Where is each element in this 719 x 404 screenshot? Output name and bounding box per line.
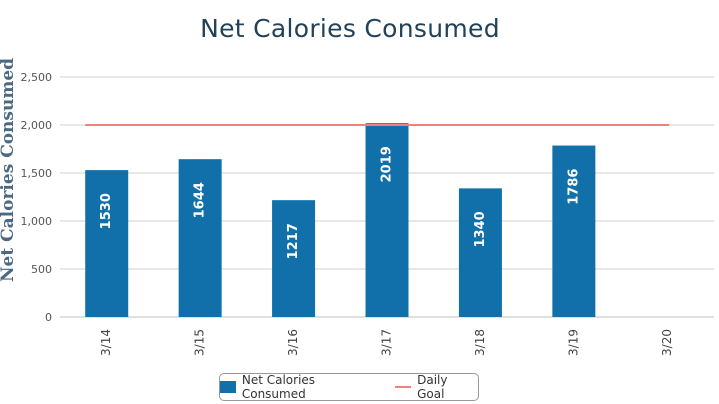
data-label: 1217 bbox=[286, 223, 301, 259]
x-tick-label: 3/18 bbox=[473, 329, 487, 356]
bar bbox=[365, 123, 409, 318]
data-label: 1786 bbox=[566, 169, 581, 205]
legend-swatch-bar bbox=[220, 381, 236, 393]
x-tick-label: 3/14 bbox=[99, 329, 113, 356]
bar bbox=[85, 170, 129, 317]
bar bbox=[552, 145, 596, 317]
x-tick-label: 3/16 bbox=[286, 329, 300, 356]
y-tick-label: 1,500 bbox=[21, 167, 53, 180]
bar bbox=[458, 188, 502, 317]
y-tick-label: 1,000 bbox=[21, 215, 53, 228]
bar bbox=[272, 200, 316, 317]
chart-title: Net Calories Consumed bbox=[200, 14, 500, 43]
y-tick-label: 0 bbox=[45, 311, 52, 324]
y-tick-label: 500 bbox=[31, 263, 52, 276]
y-tick-label: 2,000 bbox=[21, 119, 53, 132]
legend-item-daily-goal[interactable]: Daily Goal bbox=[395, 373, 478, 401]
bar bbox=[178, 159, 222, 317]
legend-item-net-calories[interactable]: Net Calories Consumed bbox=[220, 373, 381, 401]
y-tick-label: 2,500 bbox=[21, 71, 53, 84]
legend-swatch-line bbox=[395, 386, 412, 388]
legend: Net Calories Consumed Daily Goal bbox=[219, 373, 479, 401]
x-tick-label: 3/19 bbox=[566, 329, 580, 356]
plot-area: 0 500 1,000 1,500 2,000 2,500 1530 1644 1217 2019… bbox=[21, 71, 714, 356]
legend-label-net-calories: Net Calories Consumed bbox=[241, 373, 316, 401]
data-label: 1644 bbox=[193, 182, 208, 218]
data-label: 1530 bbox=[99, 193, 114, 229]
x-tick-label: 3/15 bbox=[193, 329, 207, 356]
data-label: 2019 bbox=[380, 146, 395, 182]
data-label: 1340 bbox=[473, 211, 488, 247]
x-tick-label: 3/20 bbox=[660, 329, 674, 356]
x-tick-label: 3/17 bbox=[380, 329, 394, 356]
legend-label-daily-goal: Daily Goal bbox=[417, 373, 448, 401]
